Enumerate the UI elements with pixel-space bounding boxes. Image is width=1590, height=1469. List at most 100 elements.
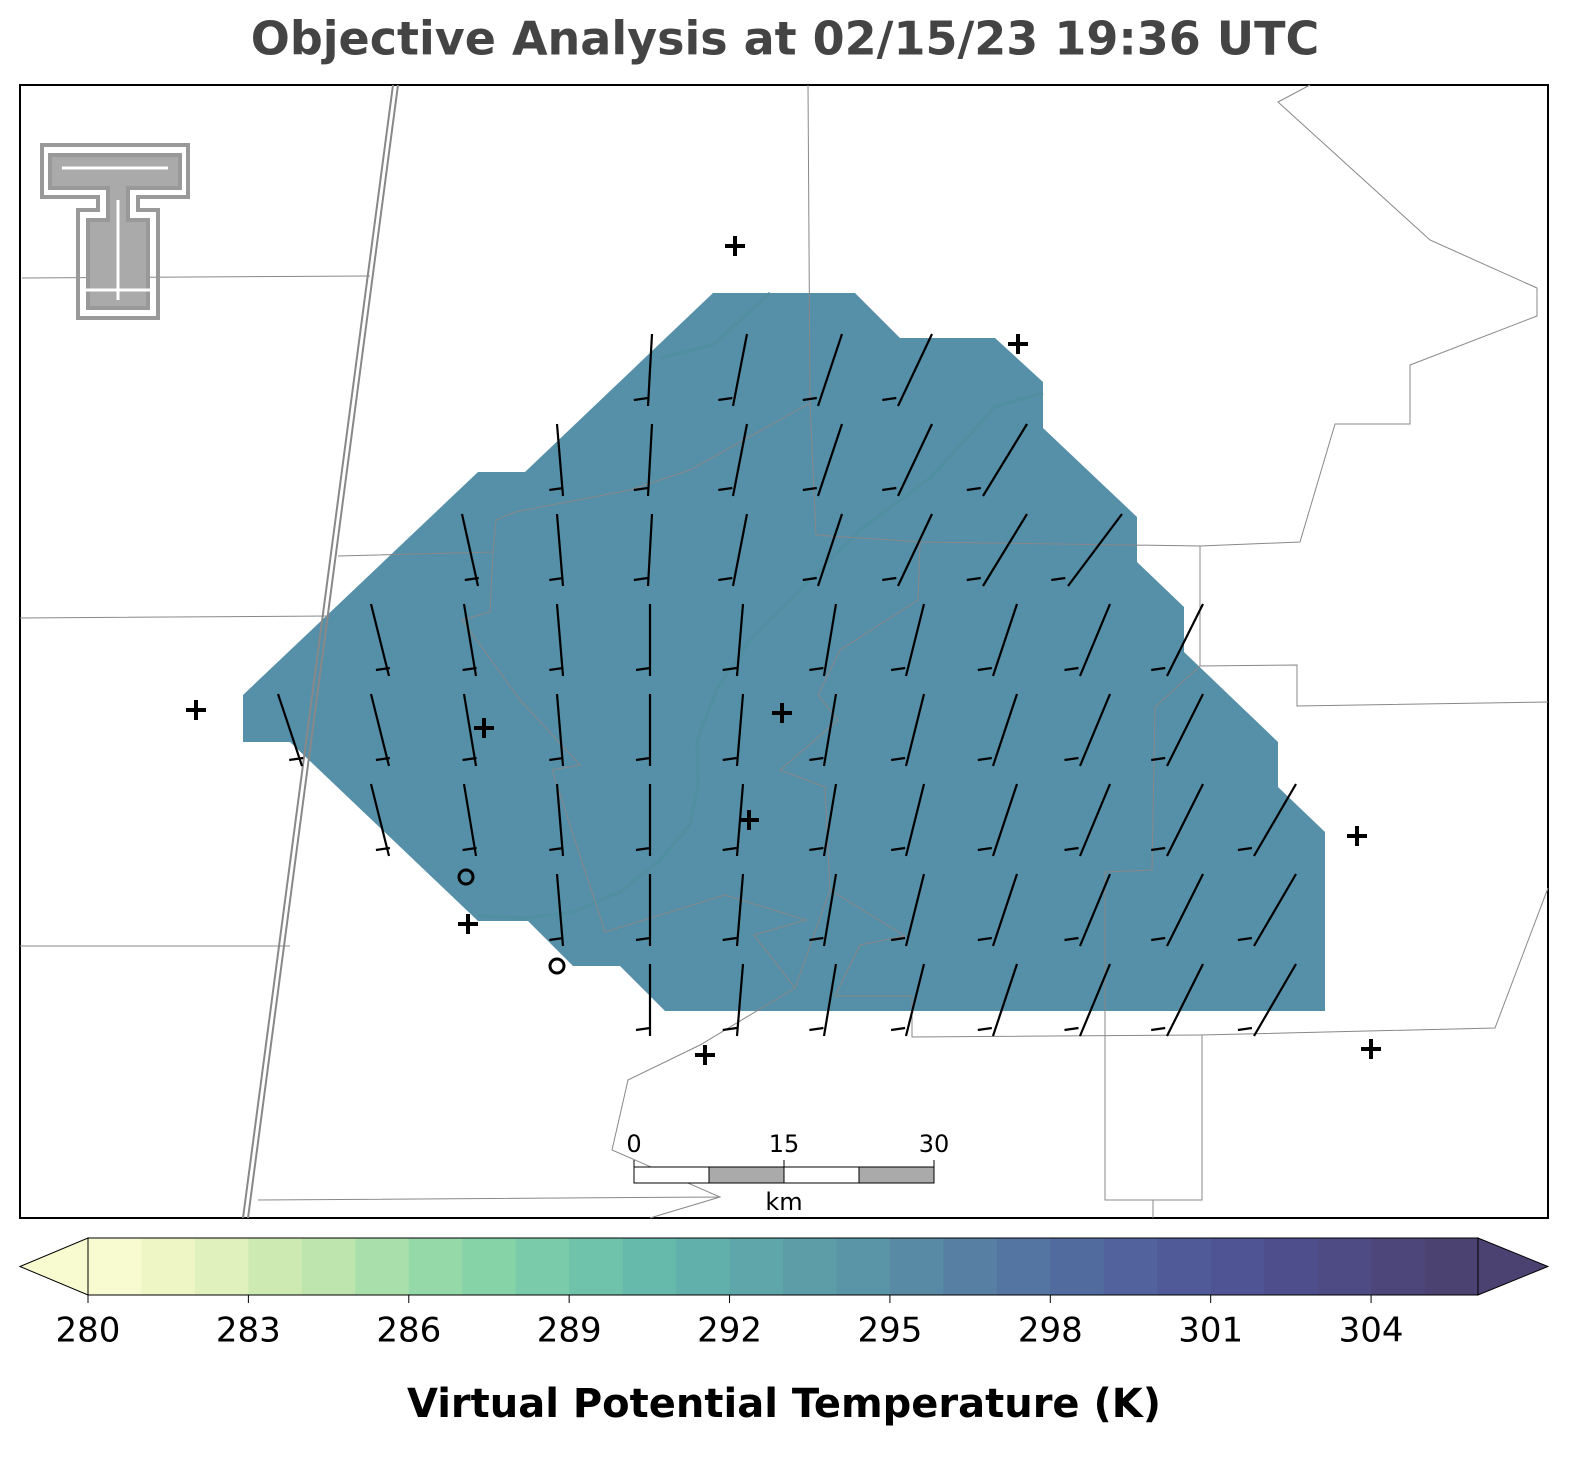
wind-barb <box>1237 783 1297 857</box>
colorbar-bin <box>1210 1238 1265 1295</box>
wind-barb <box>549 513 565 587</box>
analysis-field <box>243 293 1325 1011</box>
wind-barb <box>802 513 844 587</box>
colorbar-bin <box>248 1238 303 1295</box>
wind-barb <box>977 873 1019 947</box>
wind-barb <box>809 693 838 767</box>
map: km 0 15 30 <box>19 84 1549 1219</box>
wind-barb <box>1237 873 1297 947</box>
scale-tick-label: 15 <box>769 1130 800 1158</box>
wind-barb <box>635 784 652 856</box>
colorbar-bin <box>194 1238 249 1295</box>
colorbar-bin <box>729 1238 784 1295</box>
wind-barb <box>1151 783 1204 857</box>
colorbar-bin <box>889 1238 944 1295</box>
wind-barb <box>635 604 652 676</box>
colorbar-bin <box>88 1238 142 1295</box>
colorbar-bin <box>1371 1238 1426 1295</box>
colorbar-bin <box>943 1238 998 1295</box>
wind-barb <box>722 963 745 1037</box>
wind-barb <box>549 693 565 767</box>
wind-barb <box>549 423 565 497</box>
wind-barb <box>977 693 1019 767</box>
wind-barb <box>549 603 565 677</box>
colorbar-label: Virtual Potential Temperature (K) <box>407 1381 1161 1427</box>
wind-barb <box>1151 873 1204 947</box>
scale-segment <box>708 1166 785 1184</box>
wind-barb <box>882 423 933 497</box>
colorbar-tick-label: 283 <box>216 1311 281 1351</box>
scale-segment <box>858 1166 935 1184</box>
wind-barb <box>882 333 933 407</box>
wind-barb <box>966 423 1028 497</box>
wind-barb <box>549 783 565 857</box>
wind-barb <box>1237 963 1297 1037</box>
colorbar-bin <box>836 1238 891 1295</box>
colorbar-bin <box>569 1238 624 1295</box>
wind-barb <box>977 603 1019 677</box>
wind-barb <box>977 783 1019 857</box>
wind-barb <box>890 963 926 1037</box>
wind-barb <box>718 333 749 407</box>
wind-barb <box>460 513 480 587</box>
wind-barb <box>1064 693 1112 767</box>
colorbar-tick-label: 304 <box>1339 1311 1404 1351</box>
wind-barb <box>802 423 844 497</box>
colorbar-bin <box>355 1238 410 1295</box>
wind-barb <box>890 873 926 947</box>
wind-barbs <box>276 333 1297 1037</box>
colorbar-bin <box>1157 1238 1212 1295</box>
wind-barb <box>633 423 654 497</box>
contour-line <box>477 291 1044 920</box>
colorbar-bin <box>996 1238 1051 1295</box>
colorbar-bin <box>1317 1238 1372 1295</box>
wind-barb <box>635 964 652 1036</box>
wind-barb <box>890 783 926 857</box>
county-lines <box>19 84 1549 1219</box>
wind-barb <box>549 873 565 947</box>
colorbar-bin <box>1103 1238 1158 1295</box>
wind-barb <box>809 783 838 857</box>
colorbar-tick-label: 286 <box>376 1311 441 1351</box>
colorbar-bin <box>462 1238 517 1295</box>
wind-barb <box>369 603 391 677</box>
colorbar-tick-label: 295 <box>857 1311 922 1351</box>
wind-barb <box>1151 963 1204 1037</box>
wind-barb <box>718 513 749 587</box>
scale-tick-label: 0 <box>626 1130 641 1158</box>
colorbar-tick-label: 298 <box>1018 1311 1083 1351</box>
wind-barb <box>966 513 1028 587</box>
colorbar-tick-label: 301 <box>1178 1311 1243 1351</box>
wind-barb <box>977 963 1019 1037</box>
wind-barb <box>718 423 749 497</box>
scale-unit: km <box>765 1188 802 1216</box>
wind-barb <box>633 333 654 407</box>
wind-barb <box>1064 783 1112 857</box>
colorbar-frame <box>87 1237 1479 1296</box>
wind-barb <box>635 874 652 946</box>
wind-barb <box>633 513 654 587</box>
title: Objective Analysis at 02/15/23 19:36 UTC <box>251 12 1320 66</box>
wind-barb <box>802 333 844 407</box>
scale-tick-label: 30 <box>919 1130 950 1158</box>
wind-barb <box>1064 873 1112 947</box>
state-line <box>242 84 399 1219</box>
colorbar-bin <box>408 1238 463 1295</box>
colorbar-bin <box>1424 1238 1479 1295</box>
colorbar-tick-label: 289 <box>537 1311 602 1351</box>
wind-barb <box>882 513 933 587</box>
colorbar-bin <box>1264 1238 1319 1295</box>
colorbar-bin <box>515 1238 570 1295</box>
wind-barb <box>809 603 838 677</box>
colorbar-bin <box>676 1238 731 1295</box>
wind-barb <box>369 693 391 767</box>
colorbar-bin <box>622 1238 677 1295</box>
tt-logo <box>40 143 190 320</box>
wind-barb <box>462 783 478 857</box>
station-missing <box>548 957 566 975</box>
colorbar-extend-high <box>1477 1237 1550 1296</box>
station-marker <box>186 236 1381 1065</box>
wind-barb <box>369 783 391 857</box>
